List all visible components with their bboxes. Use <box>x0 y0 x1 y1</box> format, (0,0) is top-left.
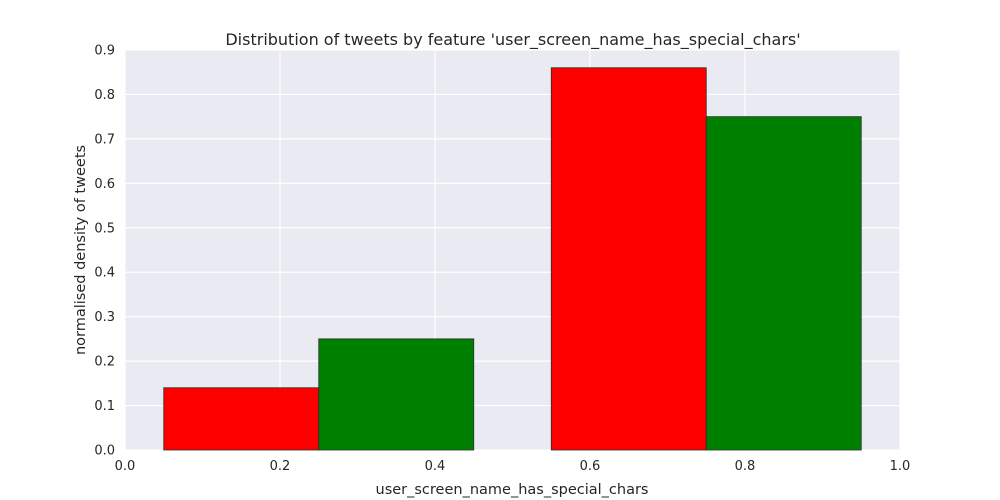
histogram-bar <box>163 387 320 451</box>
x-tick-label: 1.0 <box>890 459 911 474</box>
y-tick-label: 0.9 <box>94 44 115 59</box>
y-axis-label: normalised density of tweets <box>73 145 89 355</box>
y-tick-label: 0.7 <box>94 132 115 147</box>
y-tick-label: 0.4 <box>94 266 115 281</box>
histogram-bar <box>705 116 862 451</box>
histogram-bar <box>318 338 475 451</box>
y-tick-label: 0.3 <box>94 310 115 325</box>
x-tick-label: 0.8 <box>735 459 756 474</box>
y-tick-label: 0.6 <box>94 177 115 192</box>
x-tick-label: 0.4 <box>425 459 446 474</box>
y-axis-ticks: 0.0 0.1 0.2 0.3 0.4 0.5 0.6 0.7 0.8 0.9 <box>94 44 115 459</box>
chart-title: Distribution of tweets by feature 'user_… <box>225 30 800 50</box>
y-tick-label: 0.1 <box>94 399 115 414</box>
x-tick-label: 0.0 <box>115 459 136 474</box>
x-axis-label: user_screen_name_has_special_chars <box>376 482 649 498</box>
x-axis-ticks: 0.0 0.2 0.4 0.6 0.8 1.0 <box>115 459 911 474</box>
x-tick-label: 0.2 <box>270 459 291 474</box>
y-tick-label: 0.0 <box>94 444 115 459</box>
y-tick-label: 0.8 <box>94 88 115 103</box>
y-tick-label: 0.5 <box>94 221 115 236</box>
histogram-bar <box>550 67 707 451</box>
bars <box>163 67 862 451</box>
x-tick-label: 0.6 <box>580 459 601 474</box>
y-tick-label: 0.2 <box>94 355 115 370</box>
